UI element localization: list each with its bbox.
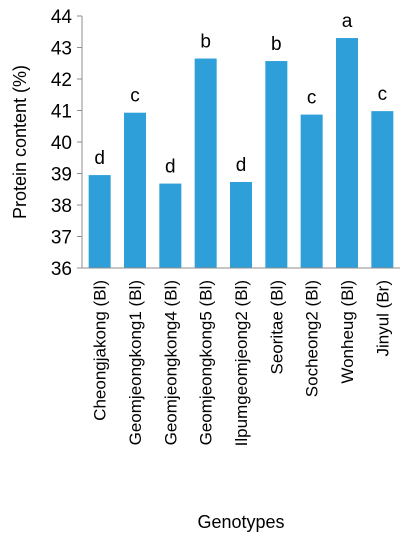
x-tick-label: Geomjeongkong1 (Bl) [126, 280, 145, 445]
bar [336, 38, 358, 268]
bar-data-label: a [342, 11, 353, 32]
x-ticks-layer: Cheongjakong (Bl) Geomjeongkong1 (Bl) Geom… [91, 280, 393, 446]
y-tick-label: 43 [51, 39, 72, 60]
x-tick-label: Cheongjakong (Bl) [91, 280, 110, 421]
y-tick-label: 37 [51, 228, 72, 249]
x-tick-label: Seoritae (Bl) [267, 280, 286, 374]
bar [371, 111, 394, 268]
bar [300, 114, 323, 268]
bar [194, 58, 217, 269]
bar-data-label: c [130, 86, 140, 107]
bars-layer [88, 38, 394, 269]
x-tick-label: Wonheug (Bl) [338, 280, 357, 384]
bar [88, 175, 111, 268]
y-tick-label: 44 [51, 7, 73, 28]
bar-data-label: b [200, 32, 211, 53]
bar-data-label: b [271, 34, 282, 55]
x-tick-label: Ilpumgeomjeong2 (Bl) [232, 280, 251, 446]
y-axis-title: Protein content (%) [10, 65, 30, 219]
bar [265, 61, 288, 268]
bar-data-label: c [307, 88, 317, 109]
bar-data-label: c [378, 84, 388, 105]
y-tick-label: 36 [51, 259, 72, 280]
bar-data-label: d [94, 148, 105, 169]
bar [159, 183, 182, 268]
y-tick-label: 40 [51, 133, 72, 154]
y-tick-label: 41 [51, 102, 72, 123]
y-tick-label: 42 [51, 70, 72, 91]
bar [230, 182, 252, 268]
data-labels-layer: d c d b d b c a c [94, 11, 387, 178]
x-tick-label: Jinyul (Br) [373, 280, 392, 357]
x-tick-label: Geomjeongkong5 (Bl) [197, 280, 216, 445]
bar [124, 112, 146, 268]
x-tick-label: Geomjeongkong4 (Bl) [161, 280, 180, 445]
y-ticks-layer: 36 37 38 39 40 41 42 43 44 [51, 7, 82, 280]
bar-data-label: d [236, 155, 247, 176]
x-axis-title: Genotypes [197, 512, 284, 532]
x-tick-label: Socheong2 (Bl) [303, 280, 322, 397]
bar-data-label: d [165, 157, 176, 178]
y-tick-label: 38 [51, 196, 72, 217]
y-tick-label: 39 [51, 165, 72, 186]
